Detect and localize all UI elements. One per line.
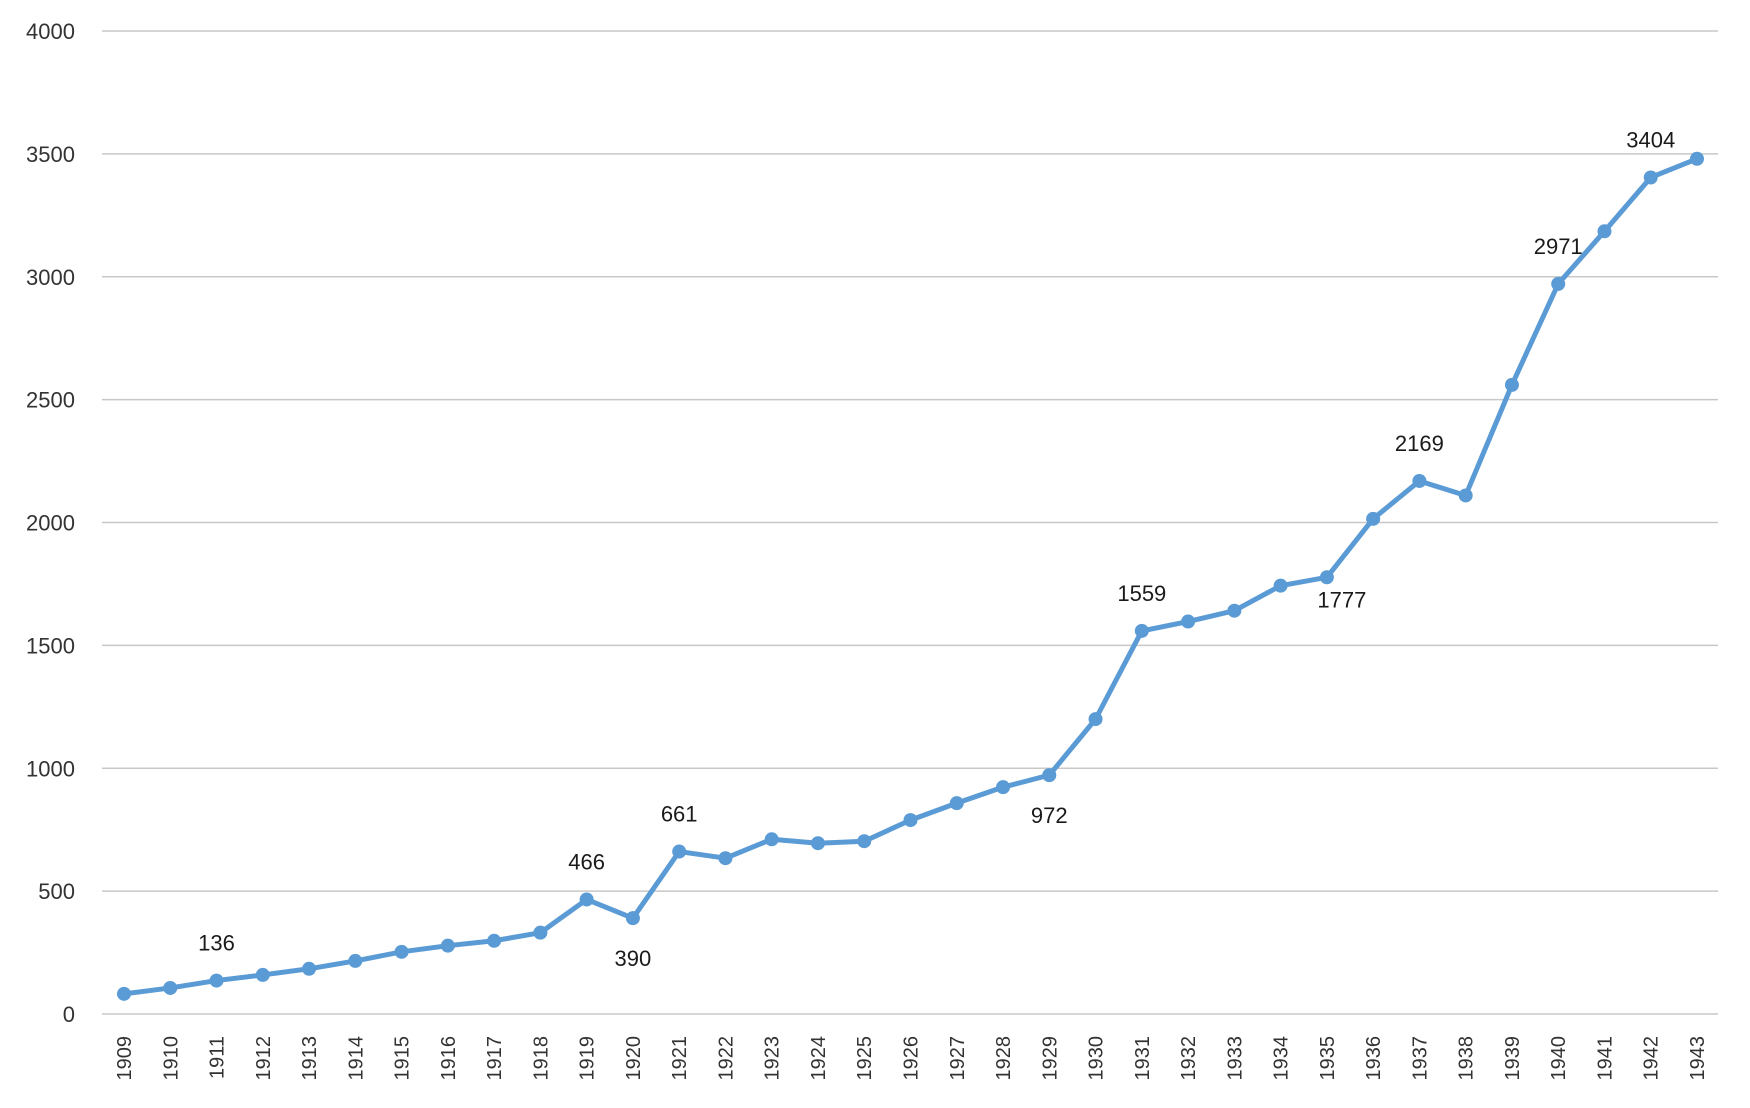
- data-label-1921: 661: [661, 802, 698, 827]
- x-tick-label: 1940: [1548, 1036, 1570, 1081]
- x-tick-label: 1941: [1594, 1036, 1616, 1081]
- x-tick-label: 1928: [993, 1036, 1015, 1081]
- x-tick-label: 1932: [1178, 1036, 1200, 1081]
- x-tick-label: 1939: [1502, 1036, 1524, 1081]
- data-point-1935: [1319, 570, 1334, 585]
- data-point-1939: [1504, 377, 1519, 392]
- series-line: [123, 156, 1698, 997]
- data-label-1937: 2169: [1395, 431, 1444, 456]
- x-tick-label: 1922: [715, 1036, 737, 1081]
- x-tick-label: 1919: [577, 1036, 599, 1081]
- y-axis-tick-labels: 0 500 1000 1500 2000 2500 3000 3500 4000: [26, 19, 75, 1027]
- data-point-1943: [1690, 151, 1704, 166]
- data-point-1936: [1366, 511, 1381, 526]
- x-tick-label: 1917: [484, 1036, 506, 1081]
- x-tick-label: 1910: [160, 1036, 182, 1081]
- x-tick-label: 1931: [1132, 1036, 1154, 1081]
- x-tick-label: 1916: [438, 1036, 460, 1081]
- x-tick-label: 1935: [1317, 1036, 1339, 1081]
- x-tick-label: 1936: [1363, 1036, 1385, 1081]
- x-tick-label: 1923: [762, 1036, 784, 1081]
- data-point-1942: [1643, 170, 1658, 185]
- data-point-1929: [1042, 768, 1057, 783]
- x-tick-label: 1912: [253, 1036, 275, 1081]
- data-point-1923: [764, 832, 779, 847]
- data-point-1937: [1412, 473, 1427, 488]
- data-label-1929: 972: [1031, 803, 1068, 828]
- y-tick-label: 0: [63, 1002, 75, 1027]
- x-tick-label: 1943: [1687, 1036, 1709, 1081]
- x-tick-label: 1911: [207, 1036, 229, 1079]
- data-point-1910: [163, 980, 178, 995]
- gridlines: [102, 30, 1718, 1015]
- x-axis-tick-labels: 1909 1910 1911 1912 1913 1914 1915 1916 1917 1918…: [114, 1036, 1709, 1081]
- x-tick-label: 1909: [114, 1036, 136, 1081]
- data-point-1921: [672, 844, 687, 859]
- y-tick-label: 2000: [26, 511, 75, 536]
- data-label-1919: 466: [568, 849, 605, 874]
- data-point-1932: [1181, 614, 1196, 629]
- x-tick-label: 1942: [1641, 1036, 1663, 1081]
- x-tick-label: 1914: [345, 1036, 367, 1081]
- x-tick-label: 1924: [808, 1036, 830, 1081]
- x-tick-label: 1930: [1086, 1036, 1108, 1081]
- x-tick-label: 1925: [854, 1036, 876, 1081]
- data-series-line: [123, 156, 1698, 997]
- data-point-1911: [209, 973, 224, 988]
- data-point-1933: [1227, 603, 1242, 618]
- data-point-1931: [1134, 623, 1149, 638]
- data-point-1920: [625, 911, 640, 926]
- x-tick-label: 1913: [299, 1036, 321, 1081]
- data-label-1940: 2971: [1534, 234, 1583, 259]
- data-label-1911: 136: [198, 931, 235, 956]
- x-tick-label: 1915: [392, 1036, 414, 1081]
- data-point-1941: [1597, 224, 1612, 239]
- data-point-1934: [1273, 578, 1288, 593]
- y-tick-label: 2500: [26, 388, 75, 413]
- data-label-1942: 3404: [1626, 127, 1675, 152]
- y-tick-label: 500: [38, 879, 75, 904]
- data-point-1938: [1458, 488, 1473, 503]
- x-tick-label: 1938: [1456, 1036, 1478, 1081]
- data-point-1918: [533, 925, 548, 940]
- data-point-1909: [117, 986, 131, 1001]
- data-point-1928: [996, 780, 1011, 795]
- y-tick-label: 1000: [26, 756, 75, 781]
- data-point-1922: [718, 851, 733, 866]
- x-tick-label: 1918: [530, 1036, 552, 1081]
- data-label-1935: 1777: [1317, 587, 1366, 612]
- x-tick-label: 1921: [669, 1036, 691, 1081]
- x-tick-label: 1929: [1039, 1036, 1061, 1081]
- data-label-1931: 1559: [1117, 581, 1166, 606]
- y-tick-label: 1500: [26, 633, 75, 658]
- data-point-markers: [117, 151, 1704, 1001]
- x-tick-label: 1926: [901, 1036, 923, 1081]
- data-point-1919: [579, 892, 594, 907]
- data-point-1925: [857, 834, 872, 849]
- x-tick-label: 1927: [947, 1036, 969, 1081]
- data-point-1917: [487, 933, 502, 948]
- y-tick-label: 4000: [26, 19, 75, 44]
- data-label-1920: 390: [615, 946, 652, 971]
- data-point-1912: [255, 967, 270, 982]
- x-tick-label: 1933: [1224, 1036, 1246, 1081]
- data-point-1915: [394, 944, 409, 959]
- x-tick-label: 1920: [623, 1036, 645, 1081]
- x-tick-label: 1934: [1271, 1036, 1293, 1081]
- data-point-1926: [903, 813, 918, 828]
- data-point-1914: [348, 953, 363, 968]
- x-tick-label: 1937: [1409, 1036, 1431, 1081]
- y-tick-label: 3500: [26, 142, 75, 167]
- data-point-1940: [1551, 276, 1566, 291]
- data-point-1924: [810, 836, 825, 851]
- y-tick-label: 3000: [26, 265, 75, 290]
- data-labels: 136 466 390 661 972 1559 1777 2169 2971 3404: [198, 127, 1675, 971]
- data-point-1913: [302, 961, 317, 976]
- data-point-1930: [1088, 712, 1103, 727]
- data-point-1916: [440, 938, 455, 953]
- data-point-1927: [949, 796, 964, 811]
